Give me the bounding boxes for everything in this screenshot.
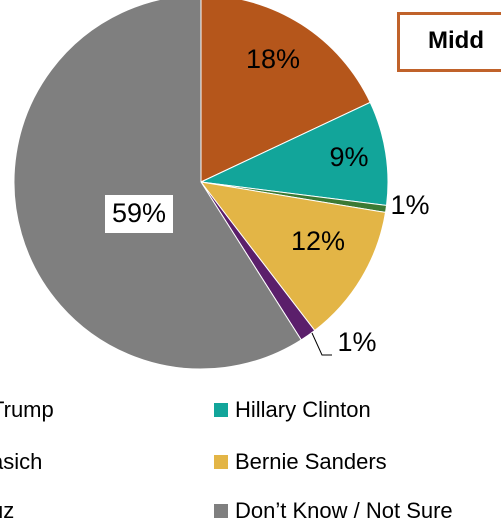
legend-item-cruz: uz [0,497,14,524]
legend-label: Don’t Know / Not Sure [235,498,453,523]
legend-swatch [214,455,228,469]
legend-label: Trump [0,397,54,422]
legend-swatch [214,403,228,417]
legend-label: uz [0,498,15,523]
legend-label: Hillary Clinton [235,397,371,422]
legend-swatch [214,504,228,518]
legend-label: asich [0,449,43,474]
pie-slice-2 [199,101,389,206]
legend-item-bernie-sanders: Bernie Sanders [214,448,387,476]
legend-item-kasich: asich [0,448,42,476]
pie-slice-4 [199,181,387,332]
slice-label-5: 1% [337,327,376,357]
slice-label-box [105,195,173,233]
pie-slice-6 [13,0,302,370]
leader-line [311,332,332,356]
slice-label-2: 9% [329,142,368,172]
slice-label-1: 18% [246,44,300,74]
legend-item-dont-know: Don’t Know / Not Sure [214,497,453,524]
slice-label-4: 12% [291,226,345,256]
slice-label-6: 59% [112,198,166,228]
chart-title: Midd [428,27,484,54]
slice-label-3: 1% [390,190,429,220]
chart-title-box: Midd [397,12,501,72]
legend-item-hillary-clinton: Hillary Clinton [214,396,371,424]
pie-slice-1 [200,0,371,183]
legend-item-trump: Trump [0,396,54,424]
legend-label: Bernie Sanders [235,449,387,474]
